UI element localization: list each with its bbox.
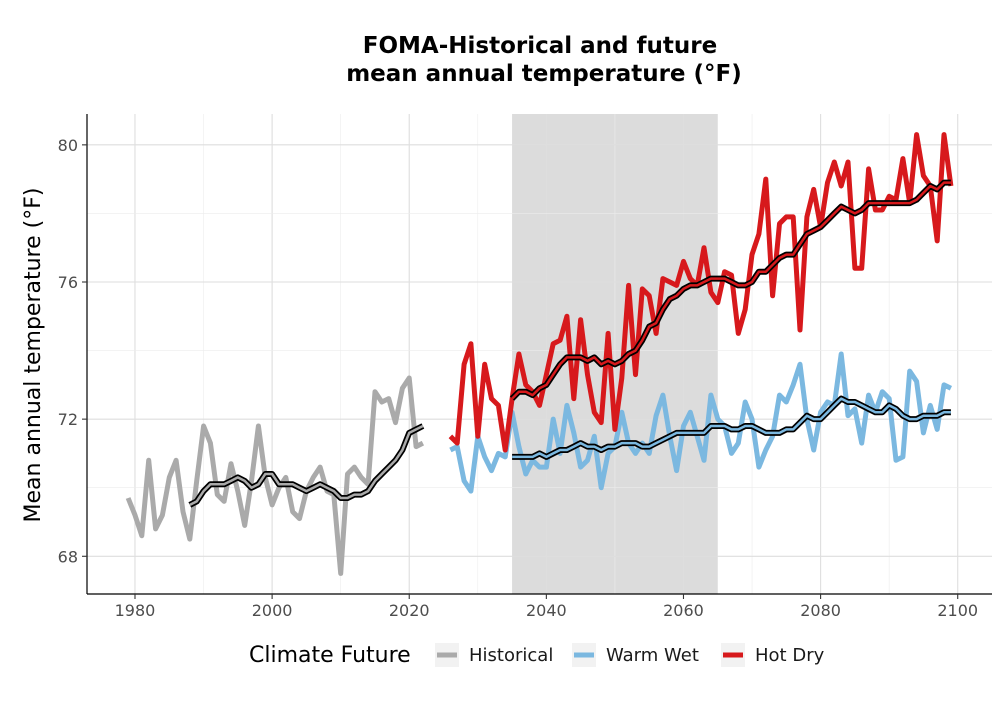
legend-label-hot-dry: Hot Dry bbox=[755, 645, 825, 666]
axis-layer: 1980 2000 2020 2040 2060 2080 2100 68 72 76 80 bbox=[58, 114, 992, 620]
historical-series-line bbox=[125, 375, 425, 576]
warm-wet-series-line bbox=[449, 351, 953, 494]
x-tick-label: 2060 bbox=[663, 601, 704, 620]
x-tick-label: 2000 bbox=[252, 601, 293, 620]
hot-dry-smoothed-series-line bbox=[511, 181, 951, 400]
chart-title-line-2: mean annual temperature (°F) bbox=[346, 61, 742, 87]
legend-label-warm-wet: Warm Wet bbox=[606, 645, 699, 666]
y-tick-label: 80 bbox=[58, 136, 78, 155]
warm-wet-smoothed-series-line bbox=[512, 397, 951, 459]
x-tick-label: 1980 bbox=[115, 601, 156, 620]
chart-title-line-1: FOMA-Historical and future bbox=[363, 33, 717, 59]
legend-title: Climate Future bbox=[249, 643, 411, 668]
x-tick-label: 2040 bbox=[526, 601, 567, 620]
x-tick-label: 2100 bbox=[937, 601, 978, 620]
legend-label-historical: Historical bbox=[469, 645, 553, 666]
x-tick-label: 2080 bbox=[800, 601, 841, 620]
y-tick-label: 76 bbox=[58, 273, 78, 292]
y-tick-label: 68 bbox=[58, 547, 78, 566]
historical-smoothed-series-line bbox=[189, 424, 424, 507]
y-axis-title: Mean annual temperature (°F) bbox=[21, 188, 46, 523]
series-layer bbox=[125, 132, 954, 576]
legend: Climate Future Historical Warm Wet Hot Dry bbox=[249, 643, 825, 668]
y-tick-label: 72 bbox=[58, 410, 78, 429]
x-tick-label: 2020 bbox=[389, 601, 430, 620]
grid-layer bbox=[87, 114, 992, 594]
